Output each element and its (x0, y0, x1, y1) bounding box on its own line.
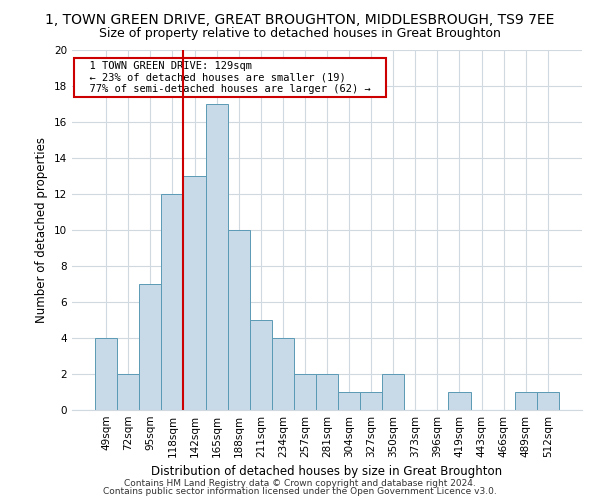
Bar (117, 374, 139, 410)
Bar (206, 104, 227, 410)
Y-axis label: Number of detached properties: Number of detached properties (35, 137, 49, 323)
Text: Contains HM Land Registry data © Crown copyright and database right 2024.: Contains HM Land Registry data © Crown c… (124, 478, 476, 488)
Bar (95, 338, 117, 410)
X-axis label: Distribution of detached houses by size in Great Broughton: Distribution of detached houses by size … (151, 466, 503, 478)
Text: Contains public sector information licensed under the Open Government Licence v3: Contains public sector information licen… (103, 487, 497, 496)
Text: 1 TOWN GREEN DRIVE: 129sqm  
  ← 23% of detached houses are smaller (19)  
  77%: 1 TOWN GREEN DRIVE: 129sqm ← 23% of deta… (77, 61, 383, 94)
Bar (139, 284, 161, 410)
Text: 1, TOWN GREEN DRIVE, GREAT BROUGHTON, MIDDLESBROUGH, TS9 7EE: 1, TOWN GREEN DRIVE, GREAT BROUGHTON, MI… (46, 12, 554, 26)
Bar (227, 230, 250, 410)
Text: Size of property relative to detached houses in Great Broughton: Size of property relative to detached ho… (99, 28, 501, 40)
Bar (294, 374, 316, 410)
Bar (184, 176, 206, 410)
Bar (161, 194, 184, 410)
Bar (537, 392, 559, 410)
Bar (272, 338, 294, 410)
Bar (515, 392, 537, 410)
Bar (448, 392, 470, 410)
Bar (250, 320, 272, 410)
Bar (338, 392, 360, 410)
Bar (316, 374, 338, 410)
Bar (382, 374, 404, 410)
Bar (360, 392, 382, 410)
